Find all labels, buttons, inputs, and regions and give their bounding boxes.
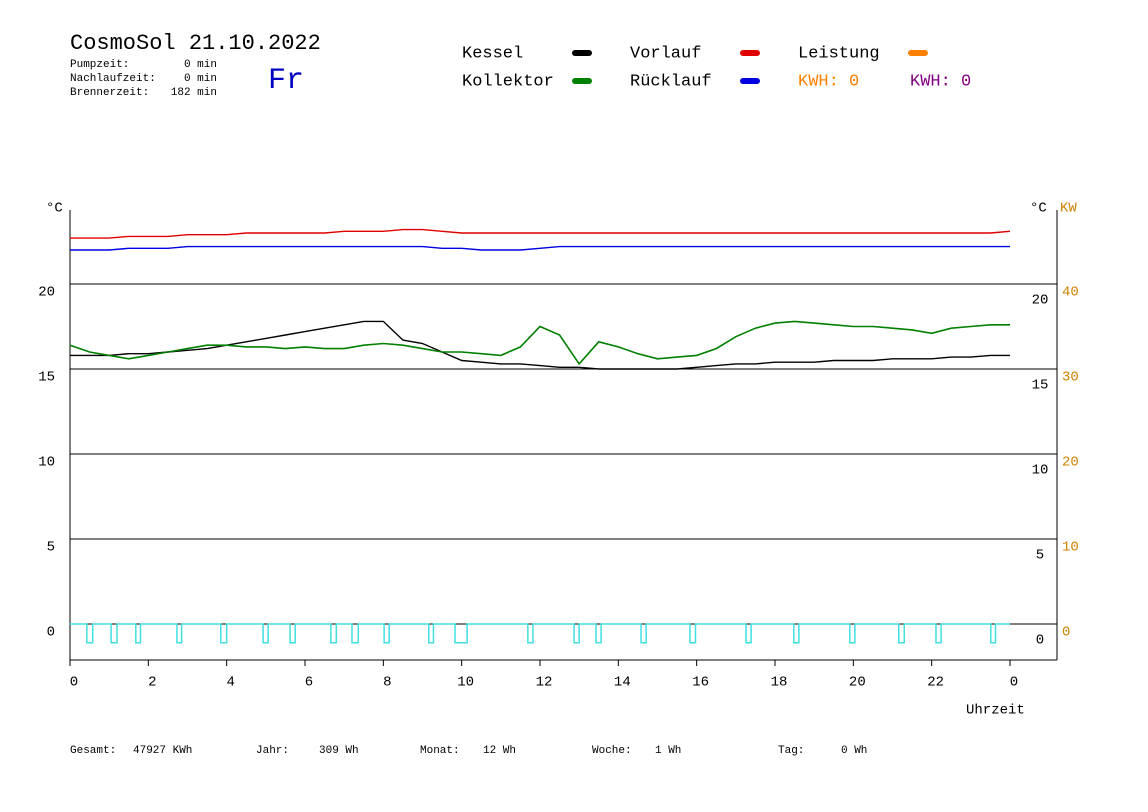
- x-tick-label: 0: [1010, 675, 1018, 691]
- footer-label: Monat:: [420, 745, 460, 757]
- x-tick-label: 16: [692, 675, 709, 691]
- x-tick-label: 4: [226, 675, 234, 691]
- stat-value: 0 min: [184, 73, 217, 85]
- footer-label: Gesamt:: [70, 745, 116, 757]
- x-tick-label: 14: [614, 675, 631, 691]
- footer-label: Woche:: [592, 745, 632, 757]
- footer-label: Jahr:: [256, 745, 289, 757]
- series-line: [70, 245, 1010, 251]
- y-tick-label: 5: [47, 540, 55, 556]
- x-tick-label: 6: [305, 675, 313, 691]
- footer-value: 12 Wh: [483, 745, 516, 757]
- day-label: Fr: [268, 64, 304, 98]
- legend-label: Rücklauf: [630, 72, 712, 91]
- y-tick-label-right: 5: [1036, 548, 1044, 564]
- y3-axis-label: KW: [1060, 201, 1077, 217]
- y2-tick-label: 10: [1062, 540, 1079, 556]
- y-tick-label: 0: [47, 625, 55, 641]
- legend-label: Leistung: [798, 44, 880, 63]
- x-tick-label: 20: [849, 675, 866, 691]
- series-line: [70, 228, 1011, 239]
- legend-label: Vorlauf: [630, 44, 701, 63]
- x-tick-label: 8: [383, 675, 391, 691]
- x-tick-label: 22: [927, 675, 944, 691]
- stat-value: 182 min: [171, 87, 217, 99]
- footer-value: 309 Wh: [319, 745, 359, 757]
- y-tick-label: 15: [38, 370, 55, 386]
- footer-value: 47927 KWh: [133, 745, 192, 757]
- x-tick-label: 0: [70, 675, 78, 691]
- y2-tick-label: 0: [1062, 625, 1070, 641]
- series-line: [69, 320, 1010, 366]
- footer-label: Tag:: [778, 745, 804, 757]
- x-tick-label: 2: [148, 675, 156, 691]
- stat-label: Pumpzeit:: [70, 59, 129, 71]
- kwh-label: KWH: 0: [798, 72, 859, 91]
- legend-label: Kessel: [462, 44, 523, 63]
- y-tick-label-right: 20: [1032, 293, 1049, 309]
- y2-tick-label: 40: [1062, 285, 1079, 301]
- kwh-label: KWH: 0: [910, 72, 971, 91]
- footer-value: 0 Wh: [841, 745, 867, 757]
- y2-tick-label: 20: [1062, 455, 1079, 471]
- chart-title: CosmoSol 21.10.2022: [70, 31, 321, 56]
- y-tick-label-right: 15: [1032, 378, 1049, 394]
- x-axis-label: Uhrzeit: [966, 703, 1025, 719]
- y-tick-label: 10: [38, 455, 55, 471]
- legend-label: Kollektor: [462, 72, 554, 91]
- stat-value: 0 min: [184, 59, 217, 71]
- y2-tick-label: 30: [1062, 370, 1079, 386]
- x-tick-label: 10: [457, 675, 474, 691]
- y-axis-label: °C: [46, 201, 63, 217]
- y-tick-label-right: 10: [1032, 463, 1049, 479]
- stat-label: Brennerzeit:: [70, 87, 149, 99]
- y2-axis-label: °C: [1030, 201, 1047, 217]
- pulse-line: [70, 623, 1010, 644]
- y-tick-label-right: 0: [1036, 633, 1044, 649]
- y-tick-label: 20: [38, 285, 55, 301]
- x-tick-label: 12: [536, 675, 553, 691]
- stat-label: Nachlaufzeit:: [70, 73, 156, 85]
- footer-value: 1 Wh: [655, 745, 681, 757]
- x-tick-label: 18: [771, 675, 788, 691]
